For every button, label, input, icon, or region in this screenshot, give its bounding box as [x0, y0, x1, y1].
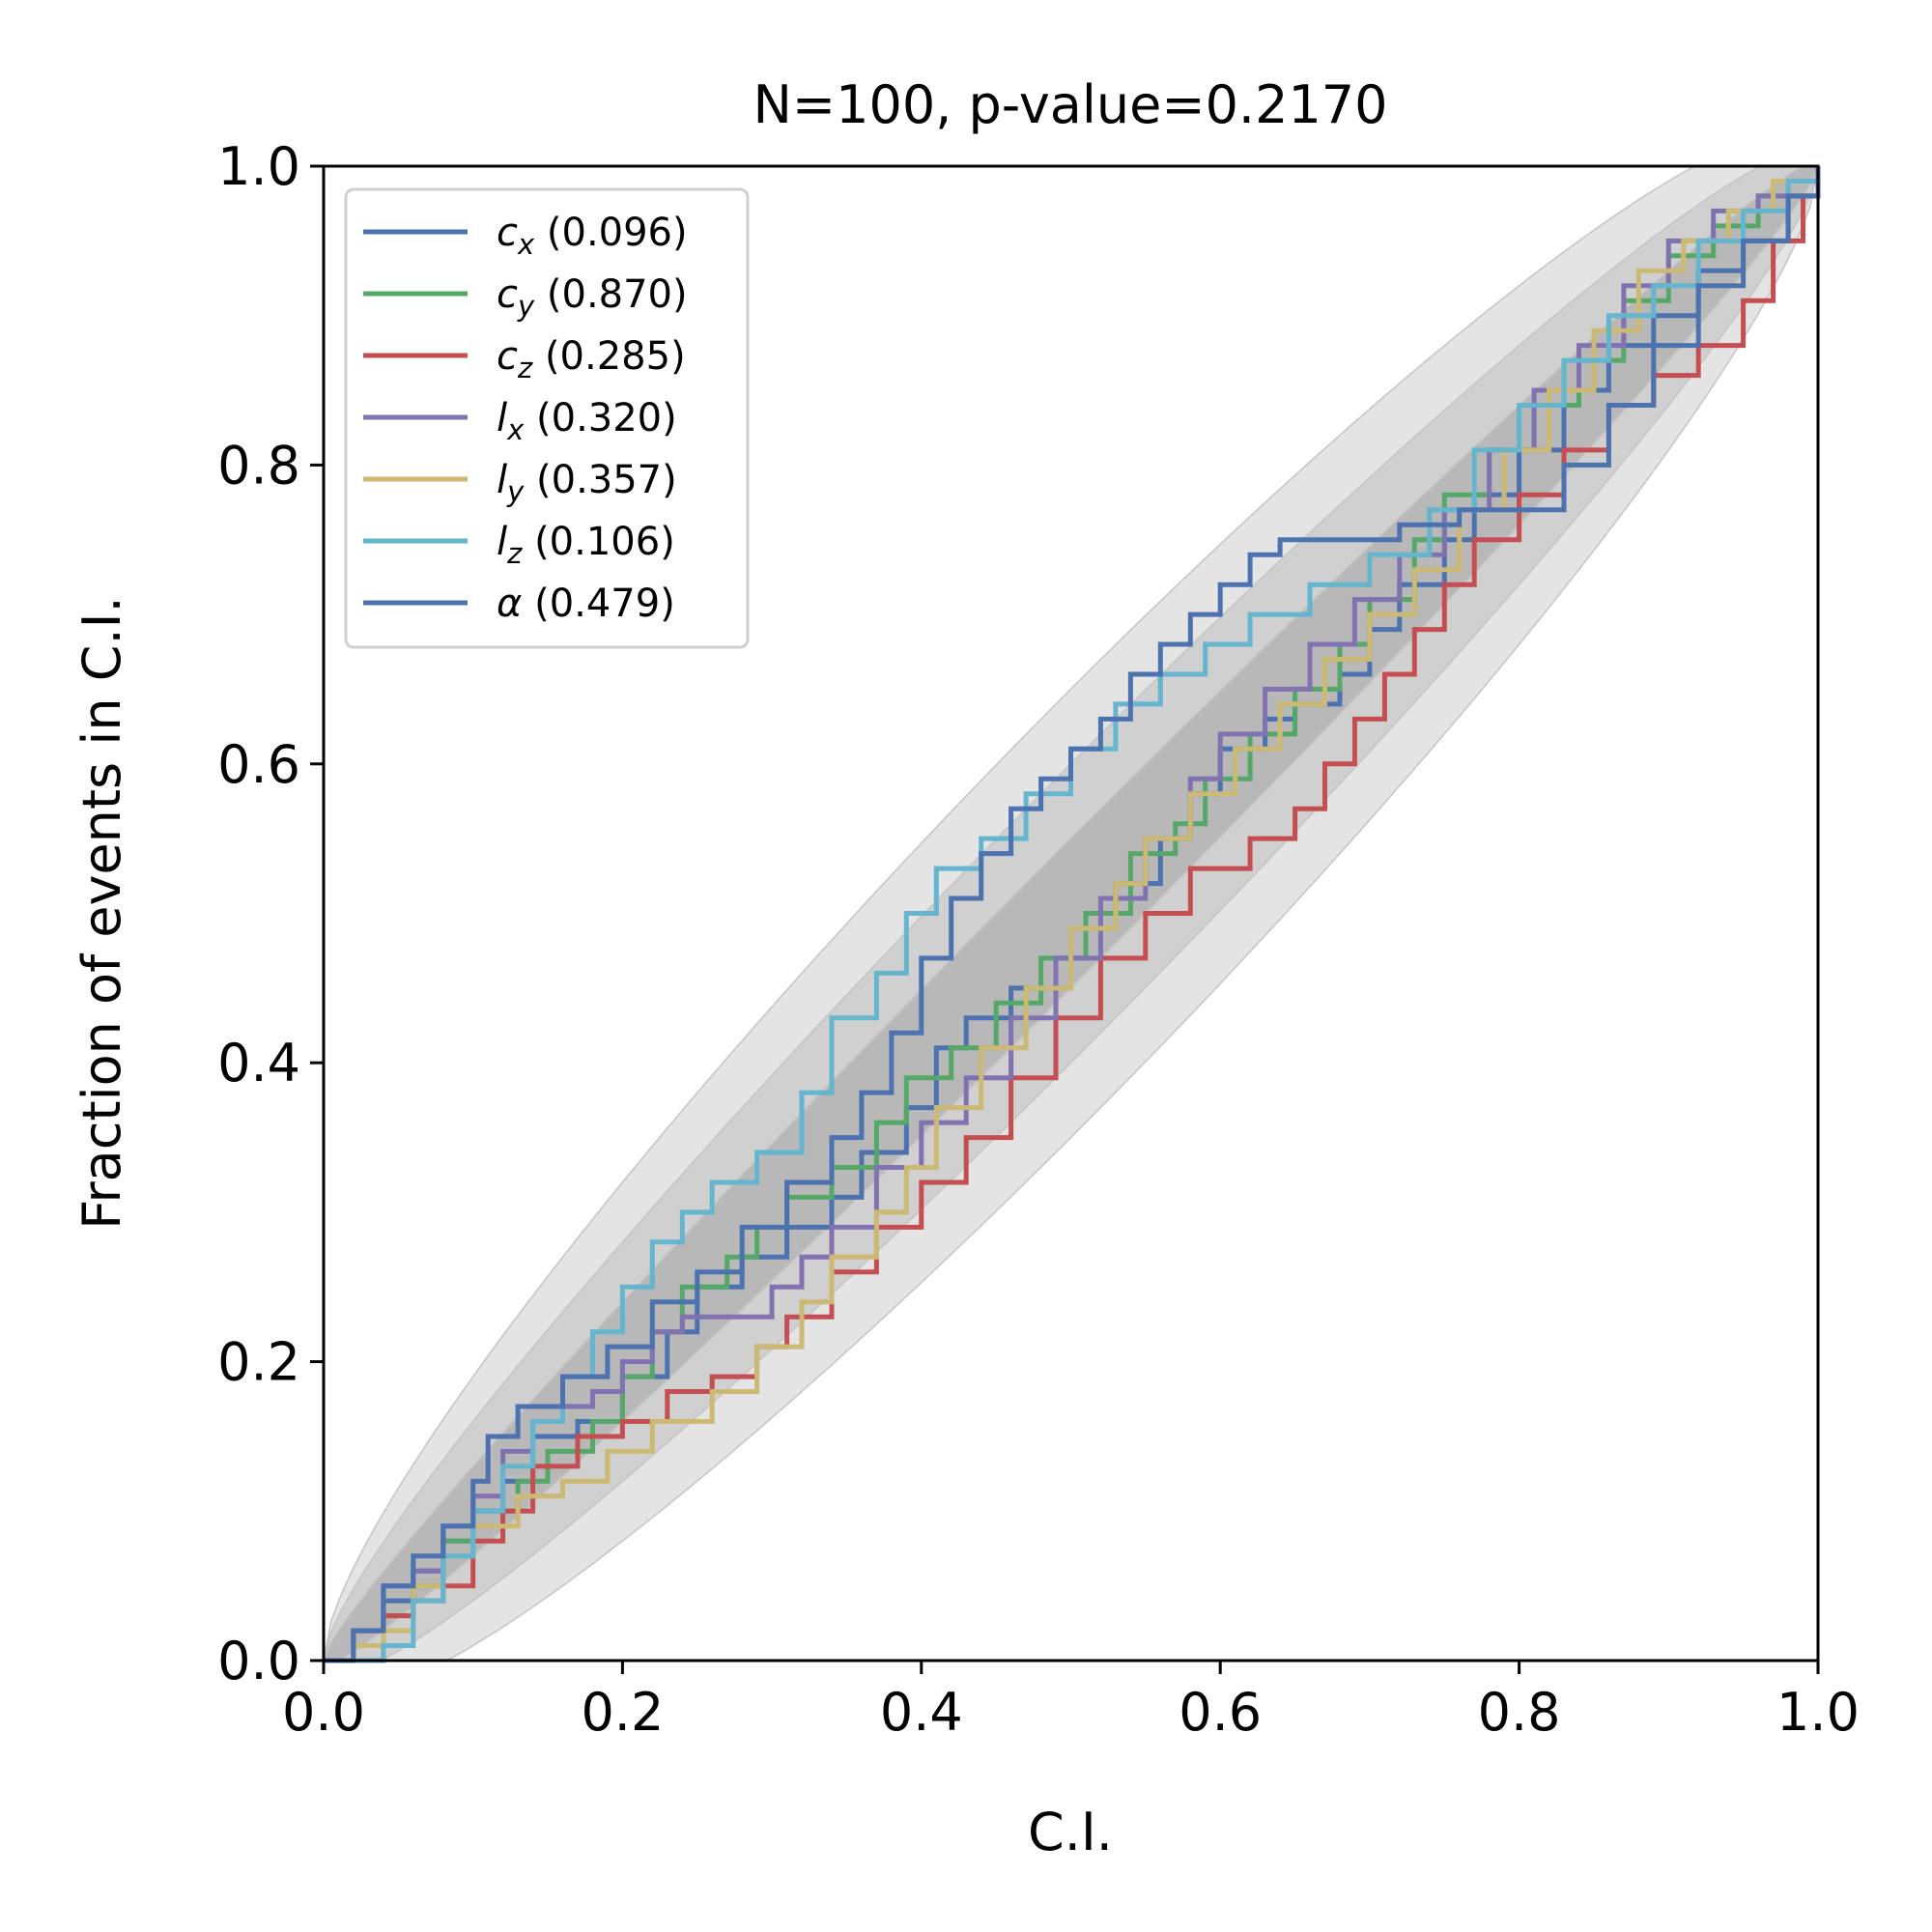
- y-tick-label: 0.6: [217, 734, 300, 795]
- legend-entry: cz (0.285): [497, 334, 686, 384]
- series-line-alpha: [324, 166, 1821, 1663]
- x-tick-label: 0.6: [1179, 1682, 1262, 1743]
- x-tick-label: 0.4: [880, 1682, 963, 1743]
- series-line-lz: [324, 166, 1821, 1663]
- legend-entry: cy (0.870): [497, 272, 688, 323]
- legend-entry: α (0.479): [497, 582, 675, 626]
- legend-entry: cx (0.096): [497, 211, 688, 261]
- series-line-cy: [324, 166, 1821, 1663]
- legend-box: [344, 187, 750, 649]
- series-line-ly: [324, 166, 1821, 1663]
- legend: cx (0.096) cy (0.870) cz (0.285) lx (0.320)…: [344, 187, 750, 649]
- x-axis-label: C.I.: [1028, 1802, 1113, 1862]
- x-tick-label: 0.8: [1478, 1682, 1561, 1743]
- y-tick-label: 0.4: [217, 1033, 300, 1094]
- legend-entry: lz (0.106): [497, 520, 675, 570]
- y-tick-label: 1.0: [217, 136, 300, 197]
- plot-frame: [322, 164, 1820, 1662]
- axis-ticks: 0.0 0.2 0.4 0.6 0.8 1.0 0.0 0.2 0.4 0.6 0.8 1.0: [217, 136, 1860, 1743]
- y-tick-label: 0.2: [217, 1332, 300, 1393]
- legend-entry: lx (0.320): [497, 396, 677, 446]
- chart-title: N=100, p-value=0.2170: [753, 74, 1387, 135]
- legend-entry: ly (0.357): [497, 458, 677, 508]
- y-axis-label: Fraction of events in C.I.: [71, 596, 132, 1229]
- x-tick-label: 0.2: [581, 1682, 664, 1743]
- x-tick-label: 1.0: [1776, 1682, 1860, 1743]
- series-lines: [324, 166, 1821, 1663]
- y-tick-label: 0.0: [217, 1631, 300, 1691]
- x-tick-label: 0.0: [282, 1682, 365, 1743]
- y-tick-label: 0.8: [217, 435, 300, 496]
